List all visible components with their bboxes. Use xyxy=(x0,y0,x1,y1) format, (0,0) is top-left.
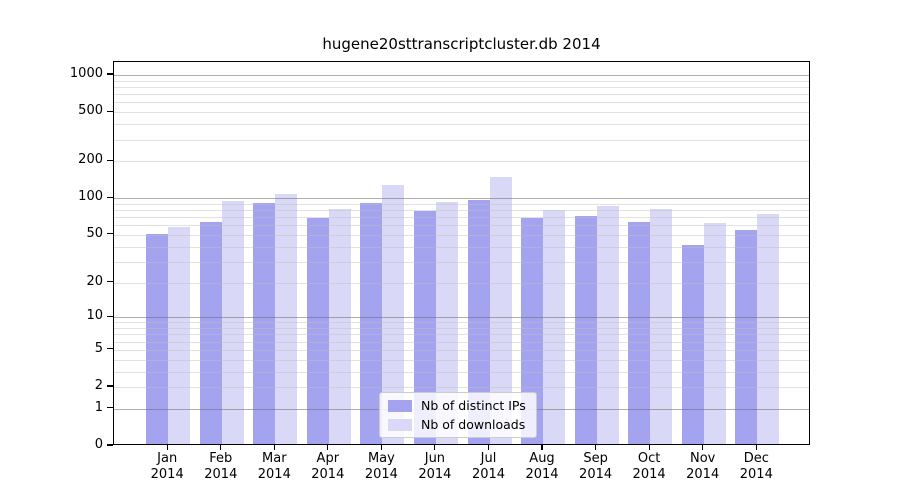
plot-area xyxy=(113,61,810,445)
x-tick-mark-nov xyxy=(702,445,704,450)
y-tick-label-0: 0 xyxy=(94,437,103,452)
chart-title: hugene20sttranscriptcluster.db 2014 xyxy=(322,35,601,53)
y-tick-label-1000: 1000 xyxy=(69,66,103,81)
y-tick-label-200: 200 xyxy=(78,152,103,168)
x-tick-year-oct: 2014 xyxy=(632,467,666,482)
y-tick-mark-200 xyxy=(107,159,113,161)
bar-downloads-oct xyxy=(650,209,673,444)
bar-ips-feb xyxy=(199,222,222,444)
x-tick-label-nov: Nov 2014 xyxy=(676,451,730,483)
x-tick-year-aug: 2014 xyxy=(525,467,559,482)
legend: Nb of distinct IPs Nb of downloads xyxy=(379,392,537,438)
y-tick-label-1: 1 xyxy=(94,399,103,415)
bar-ips-may xyxy=(360,203,383,444)
x-tick-year-jun: 2014 xyxy=(418,467,452,482)
bar-ips-oct xyxy=(628,221,651,444)
y-tick-mark-1 xyxy=(107,407,113,409)
x-tick-label-oct: Oct 2014 xyxy=(622,451,676,483)
x-tick-mark-mar xyxy=(273,445,275,450)
bar-ips-dec xyxy=(735,229,758,444)
x-tick-label-may: May 2014 xyxy=(354,451,408,483)
x-tick-year-nov: 2014 xyxy=(686,467,720,482)
x-tick-mark-sep xyxy=(595,445,597,450)
x-tick-year-dec: 2014 xyxy=(739,467,773,482)
bar-downloads-feb xyxy=(221,200,244,444)
x-tick-mark-apr xyxy=(327,445,329,450)
bar-ips-jan xyxy=(146,233,169,444)
y-tick-mark-50 xyxy=(107,233,113,235)
legend-swatch-distinct-ips xyxy=(388,399,412,412)
y-tick-mark-0 xyxy=(107,444,113,446)
x-tick-label-jun: Jun 2014 xyxy=(408,451,462,483)
y-tick-label-2: 2 xyxy=(94,378,103,393)
y-tick-mark-100 xyxy=(107,196,113,198)
x-tick-year-may: 2014 xyxy=(364,467,398,482)
y-tick-label-50: 50 xyxy=(86,225,103,241)
bar-ips-jun xyxy=(413,211,436,444)
bar-ips-nov xyxy=(681,244,704,444)
bar-ips-sep xyxy=(574,215,597,444)
x-tick-label-sep: Sep 2014 xyxy=(569,451,623,483)
bar-ips-apr xyxy=(306,218,329,444)
y-tick-label-5: 5 xyxy=(94,340,103,356)
x-tick-year-sep: 2014 xyxy=(579,467,613,482)
legend-item-distinct-ips: Nb of distinct IPs xyxy=(388,398,526,413)
y-tick-mark-20 xyxy=(107,280,113,283)
x-tick-label-aug: Aug 2014 xyxy=(515,451,569,483)
x-tick-mark-dec xyxy=(755,445,757,450)
x-tick-year-apr: 2014 xyxy=(311,467,345,482)
y-tick-label-100: 100 xyxy=(78,189,103,205)
bar-downloads-mar xyxy=(275,194,298,444)
bar-downloads-jul xyxy=(489,176,512,444)
x-tick-year-jul: 2014 xyxy=(471,467,506,482)
y-tick-mark-10 xyxy=(107,315,113,317)
legend-swatch-downloads xyxy=(388,418,412,431)
legend-label-downloads: Nb of downloads xyxy=(421,417,526,432)
x-tick-label-apr: Apr 2014 xyxy=(301,451,355,483)
x-tick-mark-oct xyxy=(648,445,650,450)
x-tick-year-jan: 2014 xyxy=(150,467,184,482)
y-tick-mark-500 xyxy=(107,110,113,112)
bar-downloads-may xyxy=(382,185,405,444)
bar-ips-aug xyxy=(521,218,543,444)
bar-ips-mar xyxy=(253,203,276,444)
x-tick-mark-aug xyxy=(541,445,543,450)
bar-downloads-apr xyxy=(328,209,351,444)
x-tick-label-jul: Jul 2014 xyxy=(462,451,516,483)
bar-downloads-sep xyxy=(596,206,619,444)
y-tick-mark-1000 xyxy=(107,73,113,75)
bar-downloads-aug xyxy=(543,210,565,444)
bar-downloads-dec xyxy=(757,213,780,444)
y-tick-mark-2 xyxy=(107,385,113,387)
y-tick-label-20: 20 xyxy=(86,273,103,289)
y-tick-label-500: 500 xyxy=(78,103,103,119)
x-tick-year-mar: 2014 xyxy=(257,467,291,482)
x-tick-mark-may xyxy=(380,445,382,450)
y-tick-label-10: 10 xyxy=(86,308,103,324)
x-tick-mark-jul xyxy=(487,445,490,450)
x-tick-label-mar: Mar 2014 xyxy=(247,451,301,483)
x-tick-label-feb: Feb 2014 xyxy=(194,451,248,483)
legend-item-downloads: Nb of downloads xyxy=(388,417,526,432)
bar-ips-jul xyxy=(467,199,490,444)
x-tick-label-dec: Dec 2014 xyxy=(729,451,783,483)
bar-downloads-jan xyxy=(168,226,191,444)
bar-downloads-jun xyxy=(435,201,458,444)
x-tick-mark-jan xyxy=(166,445,168,450)
bars-layer xyxy=(114,62,809,444)
bar-downloads-nov xyxy=(703,223,726,444)
y-tick-mark-5 xyxy=(107,348,113,350)
x-tick-label-jan: Jan 2014 xyxy=(140,451,194,483)
x-tick-year-feb: 2014 xyxy=(204,467,238,482)
x-tick-mark-feb xyxy=(220,445,222,450)
x-tick-mark-jun xyxy=(434,445,436,450)
legend-label-distinct-ips: Nb of distinct IPs xyxy=(421,398,526,413)
